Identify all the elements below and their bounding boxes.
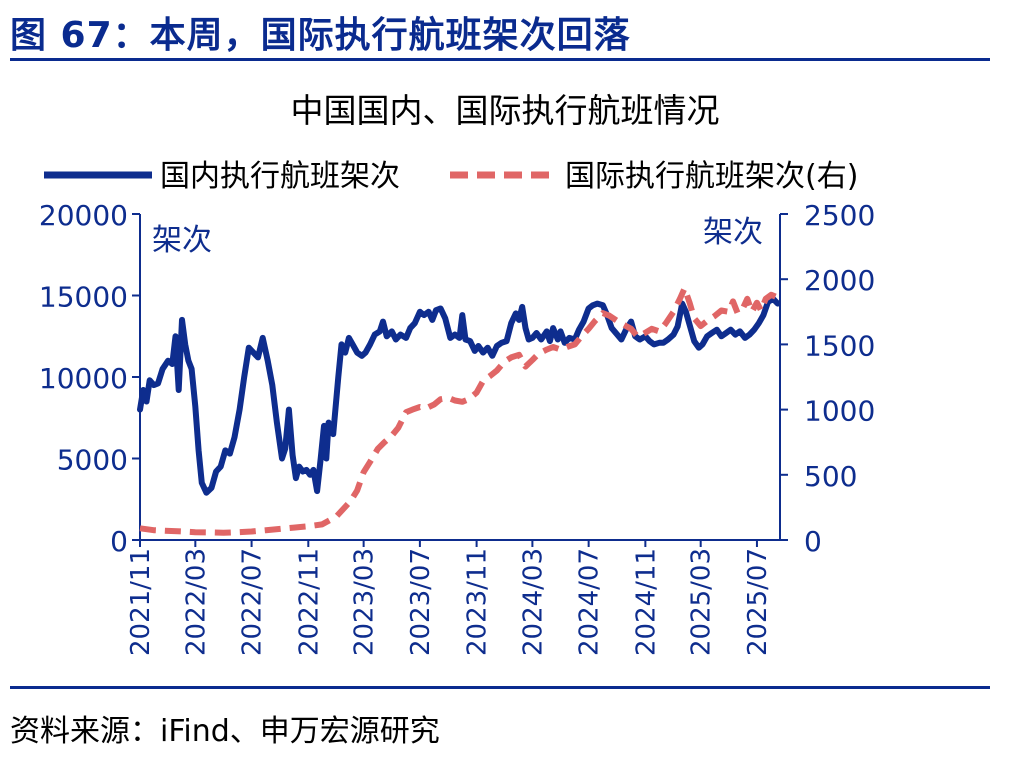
left-axis-tick-label: 20000 <box>39 199 128 232</box>
axes: 0 5000 10000 15000 20000 0 500 1000 1500 2000 2500… <box>39 199 875 656</box>
right-axis-tick-label: 1000 <box>804 395 875 428</box>
source-note: 资料来源：iFind、申万宏源研究 <box>10 714 440 749</box>
legend-label-domestic: 国内执行航班架次 <box>160 159 400 194</box>
left-axis-tick-label: 5000 <box>57 444 128 477</box>
left-axis-unit: 架次 <box>152 223 212 258</box>
chart-title: 中国国内、国际执行航班情况 <box>291 91 720 130</box>
right-axis-tick-label: 2000 <box>804 264 875 297</box>
legend: 国内执行航班架次 国际执行航班架次(右) <box>44 159 858 194</box>
x-axis-tick-label: 2023/07 <box>406 548 436 656</box>
title-rule <box>10 58 990 61</box>
x-axis-tick-label: 2021/11 <box>126 548 156 656</box>
series-line-international <box>139 285 779 536</box>
series-line-domestic <box>137 295 781 496</box>
footer-rule <box>10 686 990 689</box>
x-axis-tick-label: 2024/07 <box>575 548 605 656</box>
x-axis-tick-label: 2022/11 <box>294 548 324 656</box>
x-axis-tick-label: 2022/07 <box>238 548 268 656</box>
right-axis-unit: 架次 <box>703 215 763 250</box>
x-axis-tick-label: 2025/03 <box>687 548 717 656</box>
x-axis-tick-label: 2024/11 <box>631 548 661 656</box>
left-axis-tick-label: 0 <box>110 525 128 558</box>
right-axis-tick-label: 0 <box>804 525 822 558</box>
right-axis-tick-label: 1500 <box>804 329 875 362</box>
left-axis-tick-label: 15000 <box>39 281 128 314</box>
x-axis-tick-label: 2023/11 <box>463 548 493 656</box>
right-axis-tick-label: 500 <box>804 460 857 493</box>
left-axis-tick-label: 10000 <box>39 362 128 395</box>
x-axis-tick-label: 2022/03 <box>181 548 211 656</box>
series-layer <box>137 285 781 536</box>
right-axis-tick-label: 2500 <box>804 199 875 232</box>
figure-title: 图 67：本周，国际执行航班架次回落 <box>10 15 631 56</box>
x-axis-tick-label: 2024/03 <box>518 548 548 656</box>
legend-label-international: 国际执行航班架次(右) <box>565 159 858 194</box>
x-axis-tick-label: 2025/07 <box>743 548 773 656</box>
x-axis-tick-label: 2023/03 <box>350 548 380 656</box>
